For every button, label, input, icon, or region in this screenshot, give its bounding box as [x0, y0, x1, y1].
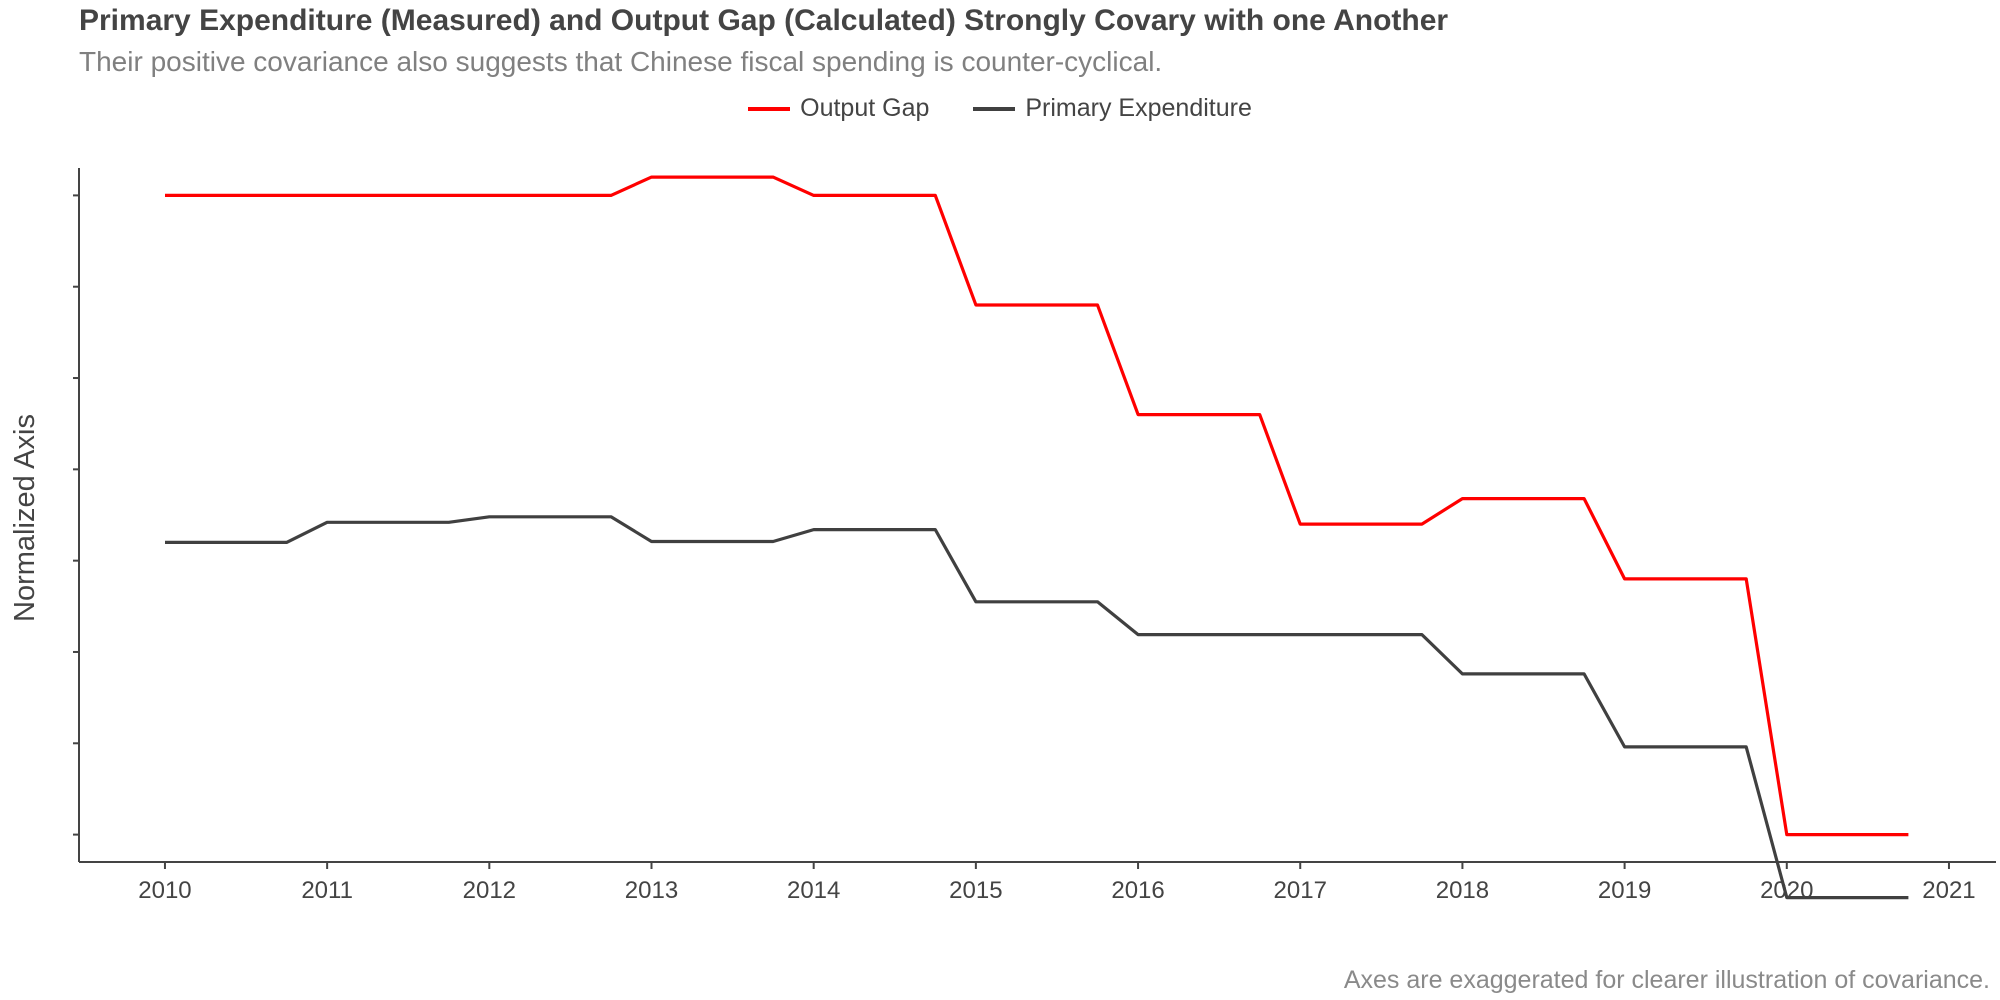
y-axis-label: Normalized Axis [9, 414, 41, 622]
chart-title: Primary Expenditure (Measured) and Outpu… [79, 4, 1449, 37]
series-layer [165, 175, 1909, 900]
x-tick-label: 2014 [787, 877, 840, 904]
x-tick-label: 2012 [463, 877, 516, 904]
x-tick-label: 2020 [1760, 877, 1813, 904]
x-tick-label: 2011 [301, 877, 353, 904]
series-line-output-gap [165, 175, 1909, 837]
x-tick-label: 2015 [949, 877, 1002, 904]
chart-caption: Axes are exaggerated for clearer illustr… [1343, 966, 1990, 994]
legend-label-output-gap: Output Gap [800, 94, 930, 122]
legend-swatch-output-gap [748, 106, 791, 111]
legend-item-output-gap: Output Gap [748, 94, 929, 123]
x-tick-label: 2018 [1436, 877, 1489, 904]
series-line-primary-expenditure [165, 515, 1909, 900]
x-tick-label: 2016 [1111, 877, 1164, 904]
x-tick-label: 2010 [138, 877, 191, 904]
axes: 2010 2011 2012 2013 2014 2015 2016 2017 2018 2019… [73, 168, 1996, 904]
x-tick-label: 2013 [625, 877, 678, 904]
legend-item-primary-expenditure: Primary Expenditure [973, 94, 1252, 123]
x-tick-label: 2021 [1922, 877, 1975, 904]
x-tick-label: 2017 [1274, 877, 1327, 904]
legend: Output Gap Primary Expenditure [0, 94, 2000, 123]
legend-swatch-primary-expenditure [973, 106, 1016, 111]
legend-label-primary-expenditure: Primary Expenditure [1025, 94, 1252, 122]
chart-subtitle: Their positive covariance also suggests … [79, 46, 1163, 77]
x-tick-label: 2019 [1598, 877, 1651, 904]
